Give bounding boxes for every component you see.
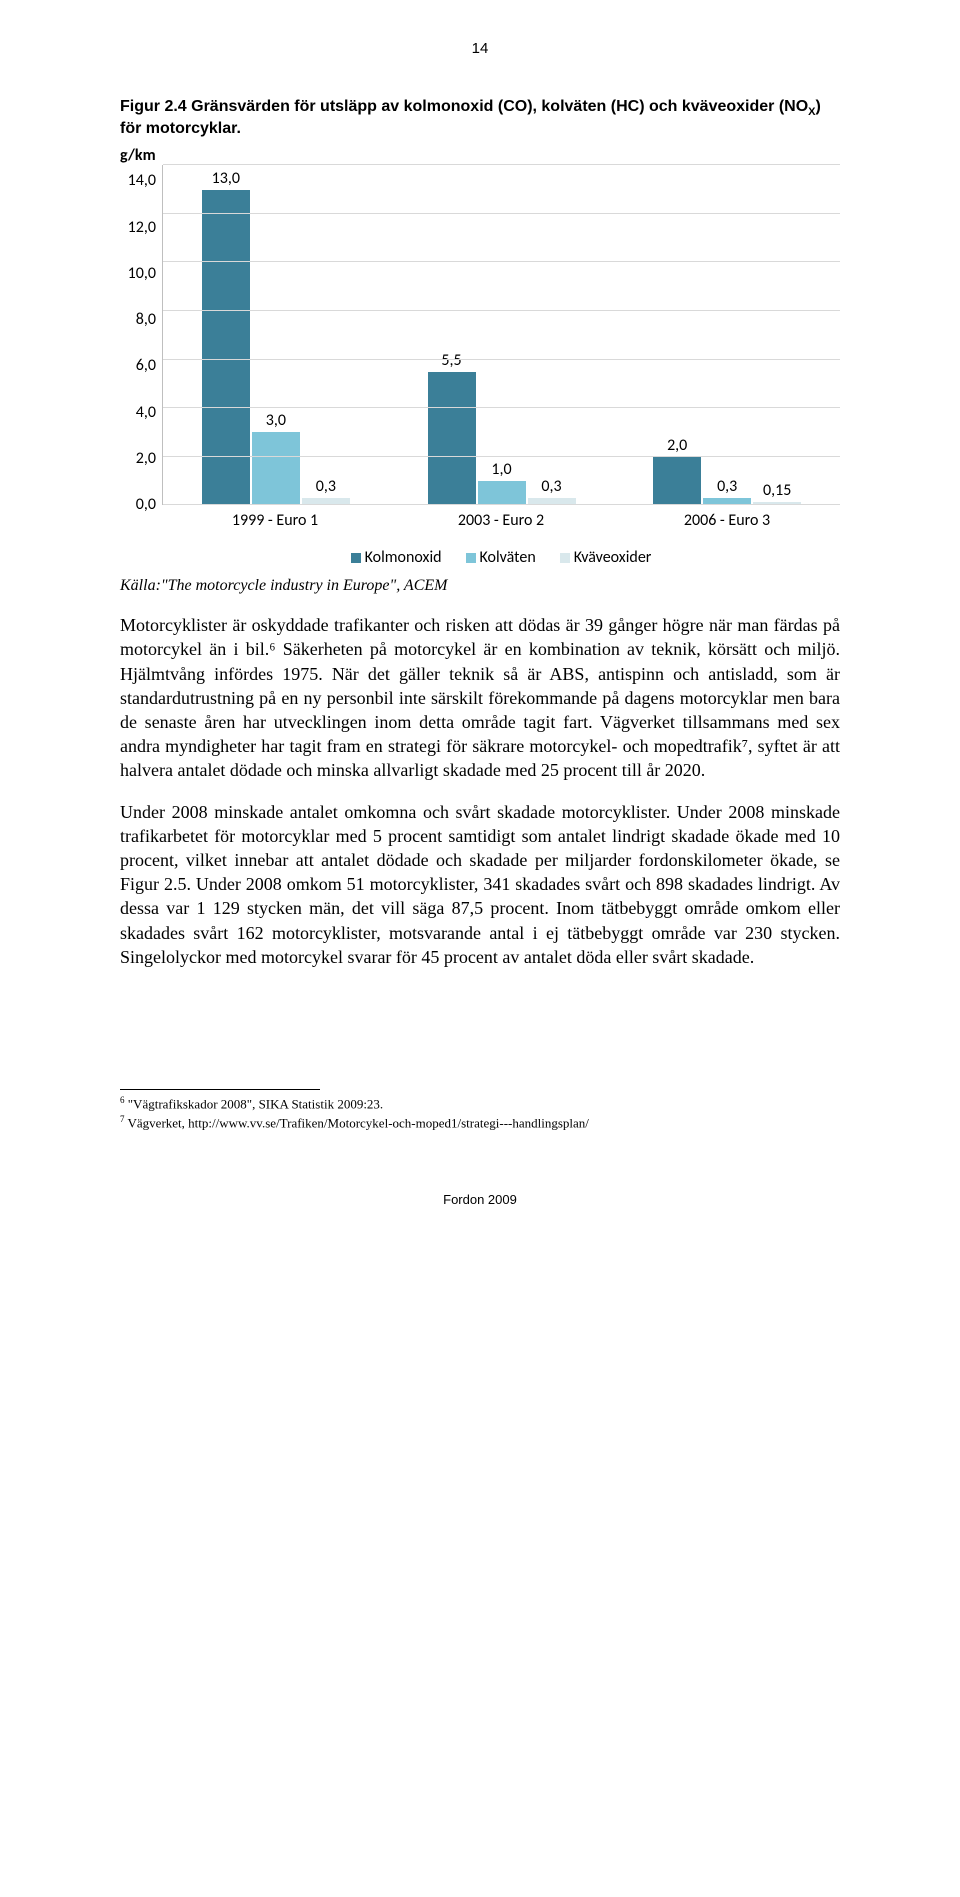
gridline [163, 359, 840, 360]
gridline [163, 407, 840, 408]
y-tick: 0,0 [136, 497, 156, 513]
bar-group: 2,00,30,15 [614, 165, 840, 505]
source-line: Källa:"The motorcycle industry in Europe… [120, 577, 840, 595]
legend-label: Kolmonoxid [365, 548, 442, 567]
paragraph-2: Under 2008 minskade antalet omkomna och … [120, 800, 840, 969]
y-tick: 12,0 [128, 220, 156, 236]
gridline [163, 310, 840, 311]
bar-holder: 2,0 [652, 165, 702, 505]
bar-value-label: 3,0 [246, 411, 306, 430]
footnote-rule [120, 1089, 320, 1090]
bar-group: 5,51,00,3 [389, 165, 615, 505]
bar-value-label: 0,3 [296, 477, 356, 496]
footnote-text: Vägverket, http://www.vv.se/Trafiken/Mot… [125, 1115, 589, 1130]
bar-group: 13,03,00,3 [163, 165, 389, 505]
bar-value-label: 5,5 [422, 351, 482, 370]
bar-value-label: 2,0 [647, 436, 707, 455]
bar-holder: 5,5 [427, 165, 477, 505]
gridline [163, 164, 840, 165]
footer: Fordon 2009 [120, 1192, 840, 1207]
y-ticks: 14,012,010,08,06,04,02,00,0 [120, 165, 162, 505]
y-tick: 2,0 [136, 451, 156, 467]
bar-value-label: 0,15 [747, 481, 807, 500]
y-tick: 8,0 [136, 312, 156, 328]
x-tick-label: 1999 - Euro 1 [162, 505, 388, 530]
chart: 14,012,010,08,06,04,02,00,0 13,03,00,35,… [120, 165, 840, 505]
legend-swatch [560, 553, 570, 563]
gridline [163, 504, 840, 505]
caption-prefix: Figur 2.4 Gränsvärden för utsläpp av kol… [120, 98, 808, 115]
gridline [163, 213, 840, 214]
bar [252, 432, 300, 505]
bar-holder: 0,3 [702, 165, 752, 505]
bar-holder: 13,0 [201, 165, 251, 505]
bar-holder: 3,0 [251, 165, 301, 505]
gridline [163, 456, 840, 457]
bar [428, 372, 476, 506]
bar-holder: 0,3 [301, 165, 351, 505]
legend: Kolmonoxid Kolväten Kväveoxider [162, 548, 840, 567]
legend-item: Kväveoxider [560, 548, 652, 567]
y-axis-label: g/km [120, 146, 840, 165]
legend-item: Kolväten [466, 548, 536, 567]
x-tick-label: 2006 - Euro 3 [614, 505, 840, 530]
bar [653, 457, 701, 506]
figure-caption: Figur 2.4 Gränsvärden för utsläpp av kol… [120, 97, 840, 140]
footnote: 6 "Vägtrafikskador 2008", SIKA Statistik… [120, 1094, 840, 1113]
bar-holder: 0,15 [752, 165, 802, 505]
page-number: 14 [120, 40, 840, 57]
legend-label: Kväveoxider [574, 548, 652, 567]
y-tick: 10,0 [128, 266, 156, 282]
x-tick-label: 2003 - Euro 2 [388, 505, 614, 530]
footnotes: 6 "Vägtrafikskador 2008", SIKA Statistik… [120, 1094, 840, 1132]
y-tick: 4,0 [136, 405, 156, 421]
page: 14 Figur 2.4 Gränsvärden för utsläpp av … [0, 0, 960, 1267]
y-tick: 6,0 [136, 358, 156, 374]
bar [202, 190, 250, 506]
x-axis-labels: 1999 - Euro 12003 - Euro 22006 - Euro 3 [162, 505, 840, 530]
caption-sub: X [808, 106, 815, 118]
legend-label: Kolväten [480, 548, 536, 567]
legend-swatch [466, 553, 476, 563]
plot-area: 13,03,00,35,51,00,32,00,30,15 [162, 165, 840, 505]
bar [478, 481, 526, 505]
footnote: 7 Vägverket, http://www.vv.se/Trafiken/M… [120, 1113, 840, 1132]
y-tick: 14,0 [128, 173, 156, 189]
bar-holder: 1,0 [477, 165, 527, 505]
gridline [163, 261, 840, 262]
bar-value-label: 0,3 [522, 477, 582, 496]
legend-swatch [351, 553, 361, 563]
bar-holder: 0,3 [527, 165, 577, 505]
bar-groups: 13,03,00,35,51,00,32,00,30,15 [163, 165, 840, 505]
legend-item: Kolmonoxid [351, 548, 442, 567]
bar-value-label: 13,0 [196, 169, 256, 188]
footnote-text: "Vägtrafikskador 2008", SIKA Statistik 2… [125, 1096, 384, 1111]
paragraph-1: Motorcyklister är oskyddade trafikanter … [120, 613, 840, 782]
